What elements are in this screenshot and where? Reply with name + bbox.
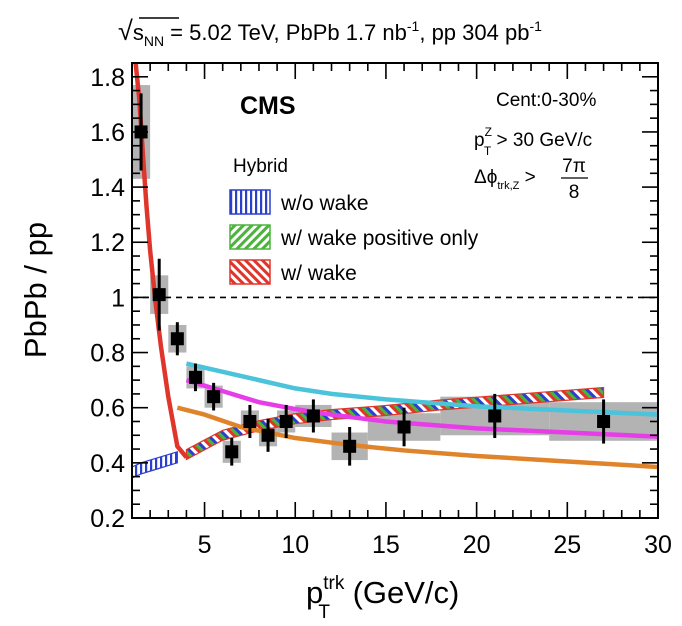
legend-label-positive-only: w/ wake positive only	[280, 227, 479, 250]
data-point	[170, 332, 184, 346]
data-point	[397, 420, 411, 434]
x-tick-label: 5	[198, 531, 212, 559]
pt-cut-label: pZ T > 30 GeV/c	[474, 125, 592, 158]
y-tick-label: 0.2	[90, 505, 125, 533]
chart-title: √sNN = 5.02 TeV, PbPb 1.7 nb-1, pp 304 p…	[118, 16, 542, 49]
title-middle: , pp 304 pb	[419, 20, 529, 45]
series-line-magenta-curve	[185, 377, 658, 439]
title-sup1: -1	[407, 18, 420, 34]
centrality-label: Cent:0-30%	[496, 90, 596, 111]
pt-cut-sub: T	[484, 144, 492, 158]
data-point	[188, 370, 202, 384]
data-point	[343, 439, 357, 453]
title-energy: = 5.02 TeV, PbPb 1.7 nb	[164, 20, 407, 45]
data-point	[488, 409, 502, 423]
legend-swatch-w-wake	[229, 259, 271, 285]
y-tick-label: 1.4	[90, 174, 125, 202]
y-tick-label: 1	[111, 284, 125, 312]
pt-cut-p: p	[474, 130, 485, 151]
title-sqrt: √	[118, 16, 133, 46]
experiment-label: CMS	[240, 92, 296, 120]
y-axis-title: PbPb / pp	[18, 222, 53, 358]
x-tick-label: 25	[553, 531, 581, 559]
dphi-sub: trk,Z	[497, 180, 519, 192]
title-sup2: -1	[529, 18, 542, 34]
x-title-unit: (GeV/c)	[344, 575, 459, 610]
data-point	[306, 409, 320, 423]
legend-swatch-positive-only	[229, 224, 271, 250]
legend-swatch-wo-wake	[229, 189, 271, 215]
y-tick-label: 0.4	[90, 450, 125, 478]
dphi-label: Δϕtrk,Z >	[474, 167, 536, 192]
title-s-sub: NN	[144, 33, 164, 49]
legend-label-wo-wake: w/o wake	[280, 192, 369, 215]
dphi-denominator: 8	[569, 182, 580, 203]
x-tick-label: 20	[463, 531, 491, 559]
y-tick-label: 1.8	[90, 64, 125, 92]
y-tick-label: 1.6	[90, 119, 125, 147]
axis-ticks	[131, 62, 659, 519]
x-tick-label: 10	[281, 531, 309, 559]
legend-label-w-wake: w/ wake	[280, 262, 357, 285]
data-point	[225, 445, 239, 459]
y-tick-label: 0.8	[90, 340, 125, 368]
series-line-cyan-curve	[185, 361, 658, 417]
y-tick-labels: 0.2 0.4 0.6 0.8 1 1.2 1.4 1.6 1.8	[90, 64, 125, 533]
plot-frame	[131, 62, 659, 519]
x-tick-label: 15	[372, 531, 400, 559]
y-tick-label: 1.2	[90, 229, 125, 257]
data-point	[279, 414, 293, 428]
series-band-w-o-wake	[132, 451, 178, 479]
x-axis-title: ptrk T (GeV/c)	[306, 573, 459, 623]
x-tick-label: 30	[644, 531, 672, 559]
title-s: s	[133, 20, 144, 45]
x-title-sub: T	[318, 602, 330, 623]
data-point	[261, 428, 275, 442]
dphi-numerator: 7π	[562, 156, 586, 177]
data-point	[207, 390, 221, 404]
data-point	[597, 414, 611, 428]
pt-cut-sup: Z	[485, 125, 492, 139]
legend: Hybrid w/o wake w/ wake positive only w/…	[229, 156, 479, 285]
legend-header: Hybrid	[233, 156, 288, 177]
x-title-p: p	[306, 575, 323, 610]
y-tick-label: 0.6	[90, 395, 125, 423]
dphi-gt: >	[519, 167, 535, 188]
x-title-sup: trk	[323, 573, 345, 594]
data-point	[243, 414, 257, 428]
data-point	[152, 288, 166, 302]
pt-cut-text: > 30 GeV/c	[491, 130, 592, 151]
x-tick-labels: 5 10 15 20 25 30	[198, 531, 672, 559]
dphi-symbol: Δϕ	[474, 167, 497, 188]
